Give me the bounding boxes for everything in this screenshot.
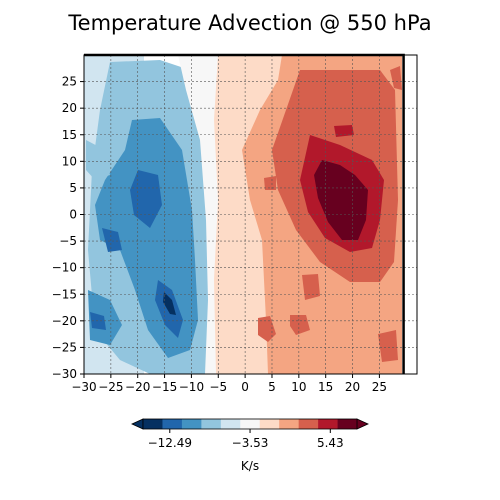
x-tick-label-10: 20	[345, 380, 360, 394]
field-dark-blue-patch-3	[102, 228, 122, 252]
colorbar-segment-7	[279, 419, 299, 429]
colorbar-segment-8	[298, 419, 319, 429]
y-tick-label-5: −5	[59, 234, 77, 248]
colorbar-segment-10	[337, 419, 358, 429]
y-tick-label-0: −30	[52, 367, 77, 381]
x-tick-label-1: −25	[98, 380, 123, 394]
plot-area	[83, 53, 418, 375]
colorbar-segment-4	[220, 419, 241, 429]
colorbar-segment-0	[143, 419, 163, 429]
field-light-red-patch	[232, 248, 246, 262]
colorbar-tick-label-1: −3.53	[232, 436, 269, 450]
grid-lines	[83, 55, 417, 375]
y-axis: −30 −25 −20 −15 −10 −5 0 5 10 15 20 25	[52, 75, 84, 381]
colorbar-extend-high	[356, 418, 369, 430]
y-tick-label-2: −20	[52, 314, 77, 328]
x-tick-label-4: −10	[179, 380, 204, 394]
colorbar-segment-5	[240, 419, 261, 429]
y-tick-label-7: 5	[69, 181, 77, 195]
field-red-patch-2	[290, 315, 310, 335]
y-tick-label-6: 0	[69, 208, 77, 222]
field-band-blue-west	[88, 290, 122, 345]
x-tick-label-2: −20	[125, 380, 150, 394]
x-tick-label-5: −5	[209, 380, 227, 394]
x-tick-label-11: 25	[372, 380, 387, 394]
colorbar-extend-low	[131, 418, 144, 430]
x-tick-label-0: −30	[71, 380, 96, 394]
colorbar-segment-1	[162, 419, 183, 429]
colorbar-segment-2	[181, 419, 202, 429]
colorbar-tick-label-2: 5.43	[317, 436, 344, 450]
colorbar-segment-6	[259, 419, 280, 429]
colorbar-label: K/s	[241, 459, 259, 473]
colorbar-segment-3	[201, 419, 222, 429]
y-tick-label-11: 25	[62, 75, 77, 89]
field-red-patch-4	[334, 125, 354, 137]
chart-title: Temperature Advection @ 550 hPa	[67, 11, 431, 35]
colorbar: −12.49 −3.53 5.43	[131, 418, 369, 450]
field-band-blue-north	[86, 140, 110, 180]
field-navy-patch	[163, 292, 176, 315]
temperature-advection-field	[84, 55, 402, 374]
y-tick-label-4: −10	[52, 261, 77, 275]
field-red-patch-6	[378, 330, 398, 362]
y-tick-label-1: −25	[52, 340, 77, 354]
colorbar-tick-label-0: −12.49	[148, 436, 192, 450]
x-axis: −30 −25 −20 −15 −10 −5 0 5 10 15 20 25	[71, 374, 387, 394]
y-tick-label-9: 15	[62, 128, 77, 142]
x-tick-label-3: −15	[152, 380, 177, 394]
colorbar-segment-9	[318, 419, 338, 429]
field-red-patch-3	[302, 274, 320, 300]
field-red-patch-5	[264, 176, 276, 190]
field-red-patch-7	[390, 66, 402, 90]
x-tick-label-8: 10	[291, 380, 306, 394]
x-tick-label-6: 0	[241, 380, 249, 394]
field-max-core	[314, 160, 368, 240]
field-red-patch-1	[258, 316, 276, 342]
y-tick-label-3: −15	[52, 287, 77, 301]
y-tick-label-10: 20	[62, 101, 77, 115]
x-tick-label-7: 5	[268, 380, 276, 394]
y-tick-label-8: 10	[62, 154, 77, 168]
x-tick-label-9: 15	[318, 380, 333, 394]
